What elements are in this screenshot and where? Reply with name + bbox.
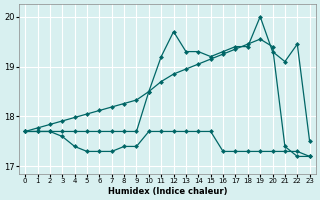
X-axis label: Humidex (Indice chaleur): Humidex (Indice chaleur): [108, 187, 227, 196]
